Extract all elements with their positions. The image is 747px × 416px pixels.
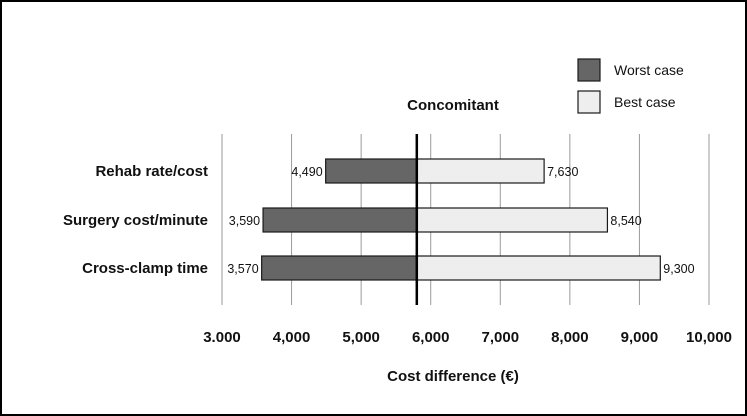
category-label: Rehab rate/cost xyxy=(95,163,208,180)
data-label-worst-case: 3,590 xyxy=(229,214,260,228)
category-label: Surgery cost/minute xyxy=(63,212,208,229)
legend: Worst case Best case xyxy=(577,58,684,114)
x-tick-label: 5,000 xyxy=(342,329,380,346)
x-tick-label: 7,000 xyxy=(482,329,520,346)
x-tick-label: 4,000 xyxy=(273,329,311,346)
bar-best-case xyxy=(416,207,609,233)
data-label-best-case: 9,300 xyxy=(663,262,694,276)
x-tick-label: 3.000 xyxy=(203,329,241,346)
data-label-best-case: 8,540 xyxy=(610,214,641,228)
legend-swatch xyxy=(577,58,601,82)
bar-worst-case xyxy=(262,207,418,233)
legend-swatch xyxy=(577,90,601,114)
legend-label: Best case xyxy=(614,94,676,110)
data-label-worst-case: 4,490 xyxy=(291,165,322,179)
label-layer: 3.000 4,000 5,000 6,000 7,000 8,000 9,000 10,00… xyxy=(63,163,732,346)
x-tick-label: 8,000 xyxy=(551,329,589,346)
x-tick-label: 6,000 xyxy=(412,329,450,346)
data-label-best-case: 7,630 xyxy=(547,165,578,179)
bar-worst-case xyxy=(325,158,418,184)
bar-best-case xyxy=(416,158,545,184)
x-axis-title: Cost difference (€) xyxy=(387,368,519,385)
bar-worst-case xyxy=(261,255,418,281)
x-tick-label: 9,000 xyxy=(621,329,659,346)
data-label-worst-case: 3,570 xyxy=(227,262,258,276)
legend-label: Worst case xyxy=(614,62,684,78)
bar-layer xyxy=(261,134,661,305)
x-tick-label: 10,000 xyxy=(686,329,732,346)
bar-best-case xyxy=(416,255,661,281)
category-label: Cross-clamp time xyxy=(82,260,208,277)
chart-title: Concomitant xyxy=(407,97,499,114)
